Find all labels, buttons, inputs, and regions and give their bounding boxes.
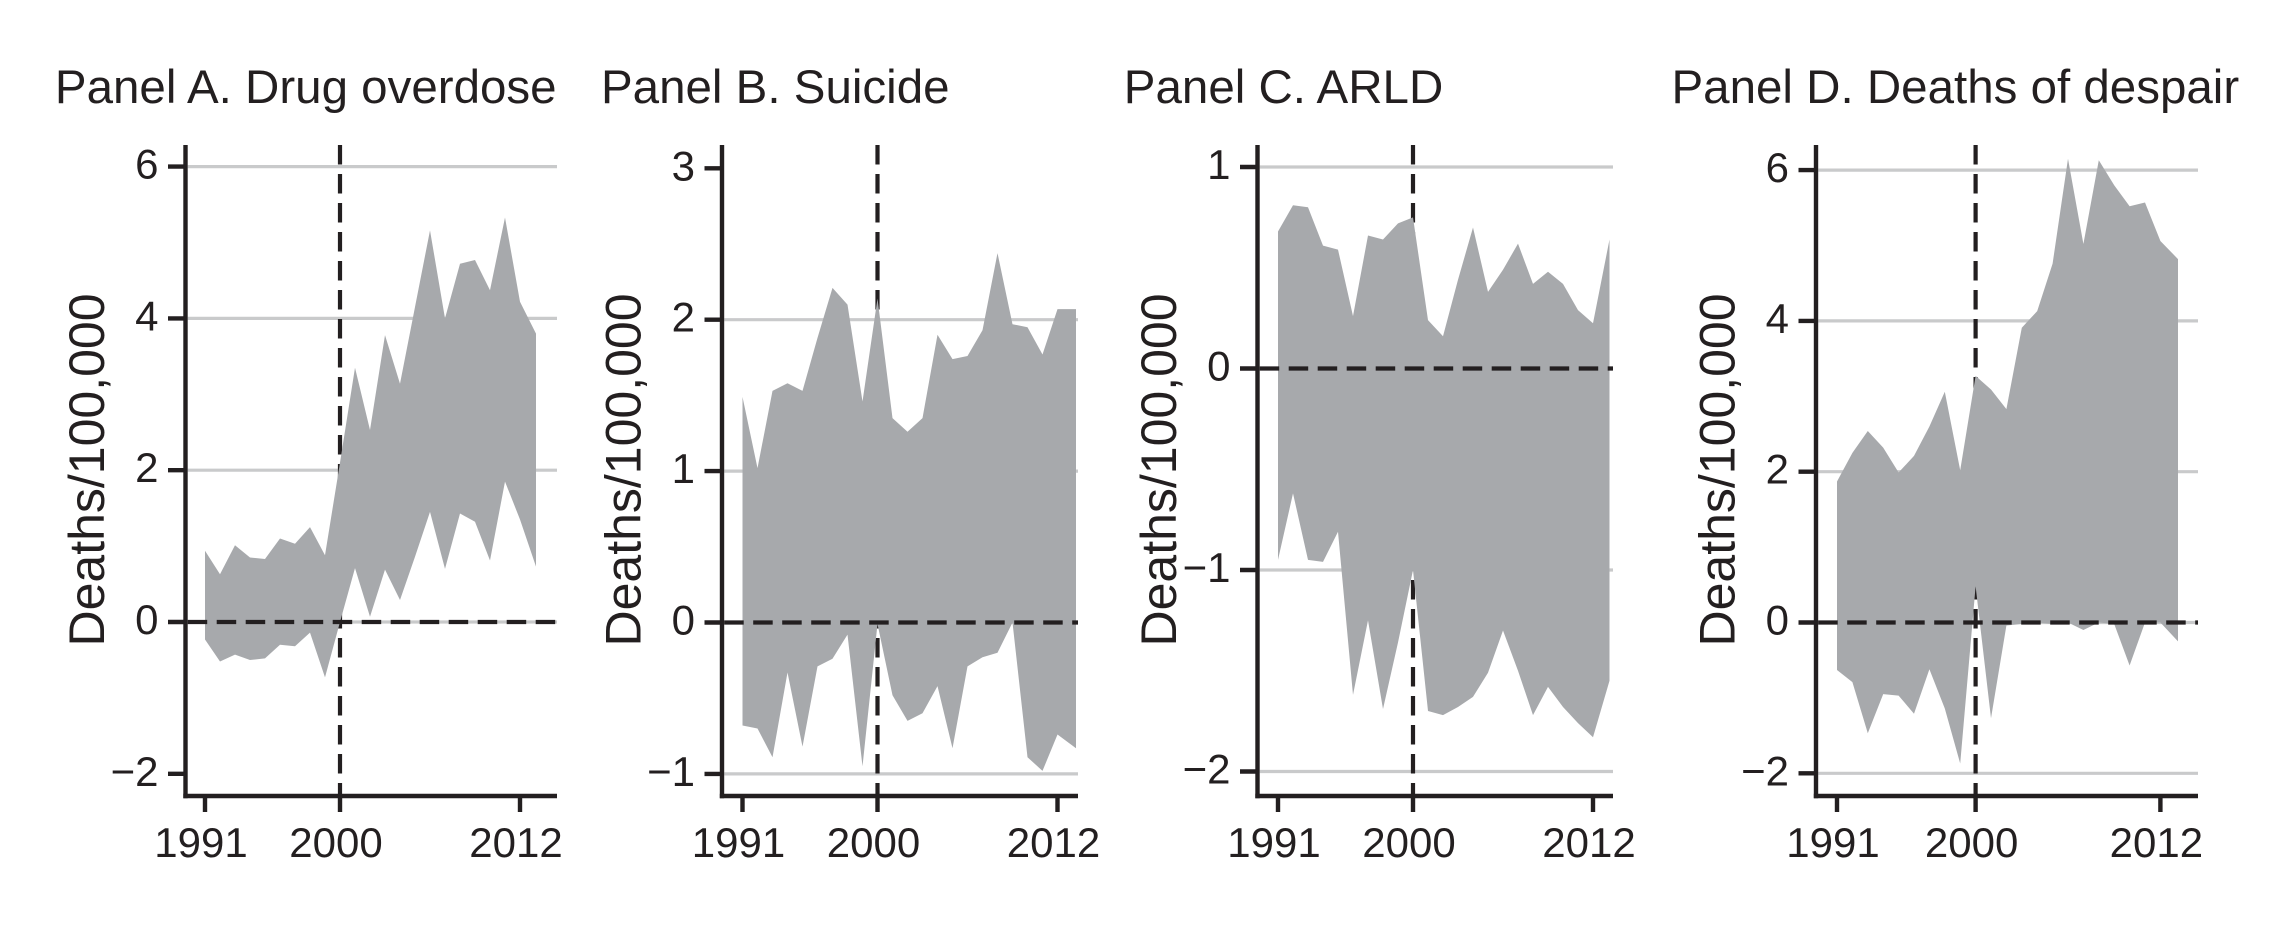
svg-text:2000: 2000 — [289, 819, 382, 866]
svg-text:1: 1 — [1207, 141, 1230, 188]
svg-text:Panel B. Suicide: Panel B. Suicide — [601, 61, 950, 114]
svg-text:2012: 2012 — [1542, 819, 1635, 866]
svg-text:−2: −2 — [1183, 746, 1231, 793]
svg-text:Deaths/100,000: Deaths/100,000 — [1131, 293, 1187, 646]
svg-text:2: 2 — [672, 294, 695, 341]
svg-text:0: 0 — [672, 597, 695, 644]
svg-text:2000: 2000 — [827, 819, 920, 866]
svg-text:1991: 1991 — [1227, 819, 1320, 866]
svg-text:−2: −2 — [1741, 747, 1789, 794]
svg-text:0: 0 — [1207, 343, 1230, 390]
svg-text:2012: 2012 — [1007, 819, 1100, 866]
svg-text:1: 1 — [672, 445, 695, 492]
svg-text:1991: 1991 — [692, 819, 785, 866]
svg-text:2000: 2000 — [1362, 819, 1455, 866]
svg-text:Deaths/100,000: Deaths/100,000 — [596, 293, 652, 646]
svg-text:1991: 1991 — [1786, 819, 1879, 866]
svg-text:Panel D. Deaths of despair: Panel D. Deaths of despair — [1672, 61, 2240, 114]
svg-text:Panel A. Drug overdose: Panel A. Drug overdose — [55, 61, 557, 114]
svg-text:2012: 2012 — [469, 819, 562, 866]
svg-text:2: 2 — [1766, 446, 1789, 493]
svg-text:Deaths/100,000: Deaths/100,000 — [59, 293, 115, 646]
svg-text:4: 4 — [1766, 295, 1789, 342]
svg-text:2000: 2000 — [1925, 819, 2018, 866]
svg-text:1991: 1991 — [154, 819, 247, 866]
svg-text:2: 2 — [135, 444, 158, 491]
svg-text:0: 0 — [1766, 597, 1789, 644]
svg-text:Deaths/100,000: Deaths/100,000 — [1690, 293, 1746, 646]
svg-text:−1: −1 — [647, 748, 695, 795]
svg-text:6: 6 — [135, 141, 158, 188]
svg-text:3: 3 — [672, 142, 695, 189]
svg-text:0: 0 — [135, 596, 158, 643]
svg-text:−2: −2 — [111, 748, 159, 795]
svg-text:6: 6 — [1766, 144, 1789, 191]
svg-text:4: 4 — [135, 292, 158, 339]
svg-text:Panel C. ARLD: Panel C. ARLD — [1124, 61, 1443, 114]
svg-text:2012: 2012 — [2110, 819, 2203, 866]
svg-text:−1: −1 — [1183, 544, 1231, 591]
